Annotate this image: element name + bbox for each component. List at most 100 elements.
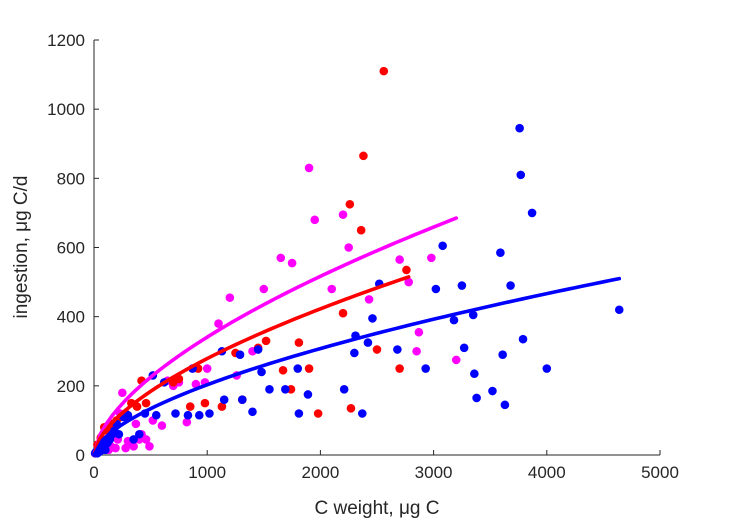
fit-lines xyxy=(92,216,622,457)
fit-line xyxy=(92,275,411,457)
data-point xyxy=(339,384,349,394)
data-point xyxy=(261,336,271,346)
data-point xyxy=(118,388,127,398)
axes xyxy=(93,40,660,456)
x-tick-label: 4000 xyxy=(528,463,566,482)
data-point xyxy=(134,429,144,439)
x-tick-label: 0 xyxy=(89,463,98,482)
data-point xyxy=(202,364,212,373)
data-point xyxy=(344,243,354,252)
data-point xyxy=(459,343,469,353)
data-point xyxy=(237,395,247,404)
data-point xyxy=(194,410,204,420)
data-point xyxy=(123,410,133,420)
data-point xyxy=(421,364,430,373)
x-tick-label: 1000 xyxy=(188,463,226,482)
data-point xyxy=(111,443,120,453)
data-point xyxy=(200,398,210,408)
data-point xyxy=(121,443,130,453)
data-point xyxy=(404,277,413,287)
data-point xyxy=(412,346,421,356)
data-point xyxy=(129,442,138,451)
data-point xyxy=(235,350,245,360)
data-point xyxy=(368,314,377,323)
data-point xyxy=(363,338,373,347)
data-point xyxy=(183,410,193,420)
data-point xyxy=(303,390,313,399)
y-tick-label: 0 xyxy=(76,446,85,465)
data-point xyxy=(614,305,624,315)
x-tick-label: 3000 xyxy=(415,463,453,482)
data-point xyxy=(293,364,303,373)
data-point xyxy=(470,369,479,379)
y-tick-label: 600 xyxy=(57,239,85,258)
data-point xyxy=(364,295,374,304)
data-point xyxy=(449,315,459,325)
data-point xyxy=(185,402,195,411)
data-point xyxy=(468,310,478,320)
data-point xyxy=(414,327,424,337)
data-point xyxy=(438,241,447,251)
data-point xyxy=(356,225,366,235)
data-point xyxy=(402,265,411,275)
fit-line xyxy=(92,216,459,457)
data-point xyxy=(219,395,229,404)
data-point xyxy=(488,386,497,396)
data-point xyxy=(472,393,481,403)
data-point xyxy=(345,199,355,209)
data-point xyxy=(515,123,524,133)
data-point xyxy=(248,407,257,417)
y-tick-label: 1000 xyxy=(47,100,85,119)
data-point xyxy=(171,409,180,418)
data-point xyxy=(451,355,461,365)
data-point xyxy=(496,248,505,257)
data-point xyxy=(516,170,526,180)
data-point xyxy=(357,409,367,418)
data-point xyxy=(294,409,304,418)
data-point xyxy=(205,409,214,418)
data-point xyxy=(359,151,368,161)
data-point xyxy=(518,334,528,344)
data-point xyxy=(431,284,441,294)
data-point xyxy=(278,365,288,375)
y-tick-label: 1200 xyxy=(47,31,85,50)
data-point xyxy=(506,281,515,290)
data-point xyxy=(141,398,151,408)
data-point xyxy=(191,379,201,389)
data-point xyxy=(395,255,404,264)
data-point xyxy=(327,284,337,294)
data-point xyxy=(346,404,356,413)
data-point xyxy=(145,442,154,451)
data-point xyxy=(214,319,223,328)
data-point xyxy=(225,293,235,302)
y-ticks: 0 200 400 600 800 1000 1200 xyxy=(47,31,99,465)
data-point xyxy=(393,345,402,354)
x-ticks: 0 1000 2000 3000 4000 5000 xyxy=(89,450,679,482)
data-point xyxy=(151,410,161,420)
data-point xyxy=(182,417,192,427)
data-point xyxy=(304,364,314,373)
data-point xyxy=(310,215,320,225)
y-tick-label: 200 xyxy=(57,377,85,396)
data-point xyxy=(141,435,151,444)
data-point xyxy=(427,253,436,263)
data-point xyxy=(379,66,389,76)
y-tick-label: 400 xyxy=(57,308,85,327)
fit-line xyxy=(92,276,622,457)
x-tick-label: 5000 xyxy=(641,463,679,482)
data-point xyxy=(542,364,552,373)
data-point xyxy=(287,258,297,268)
data-point xyxy=(131,419,141,429)
data-point xyxy=(498,350,507,360)
data-point xyxy=(281,384,290,394)
x-axis-label: C weight, μg C xyxy=(315,498,440,519)
data-point xyxy=(304,163,314,173)
data-point xyxy=(129,435,138,444)
data-point xyxy=(217,402,227,411)
data-point xyxy=(253,345,263,354)
data-point xyxy=(294,338,304,347)
y-tick-label: 800 xyxy=(57,169,85,188)
data-point xyxy=(101,445,110,455)
